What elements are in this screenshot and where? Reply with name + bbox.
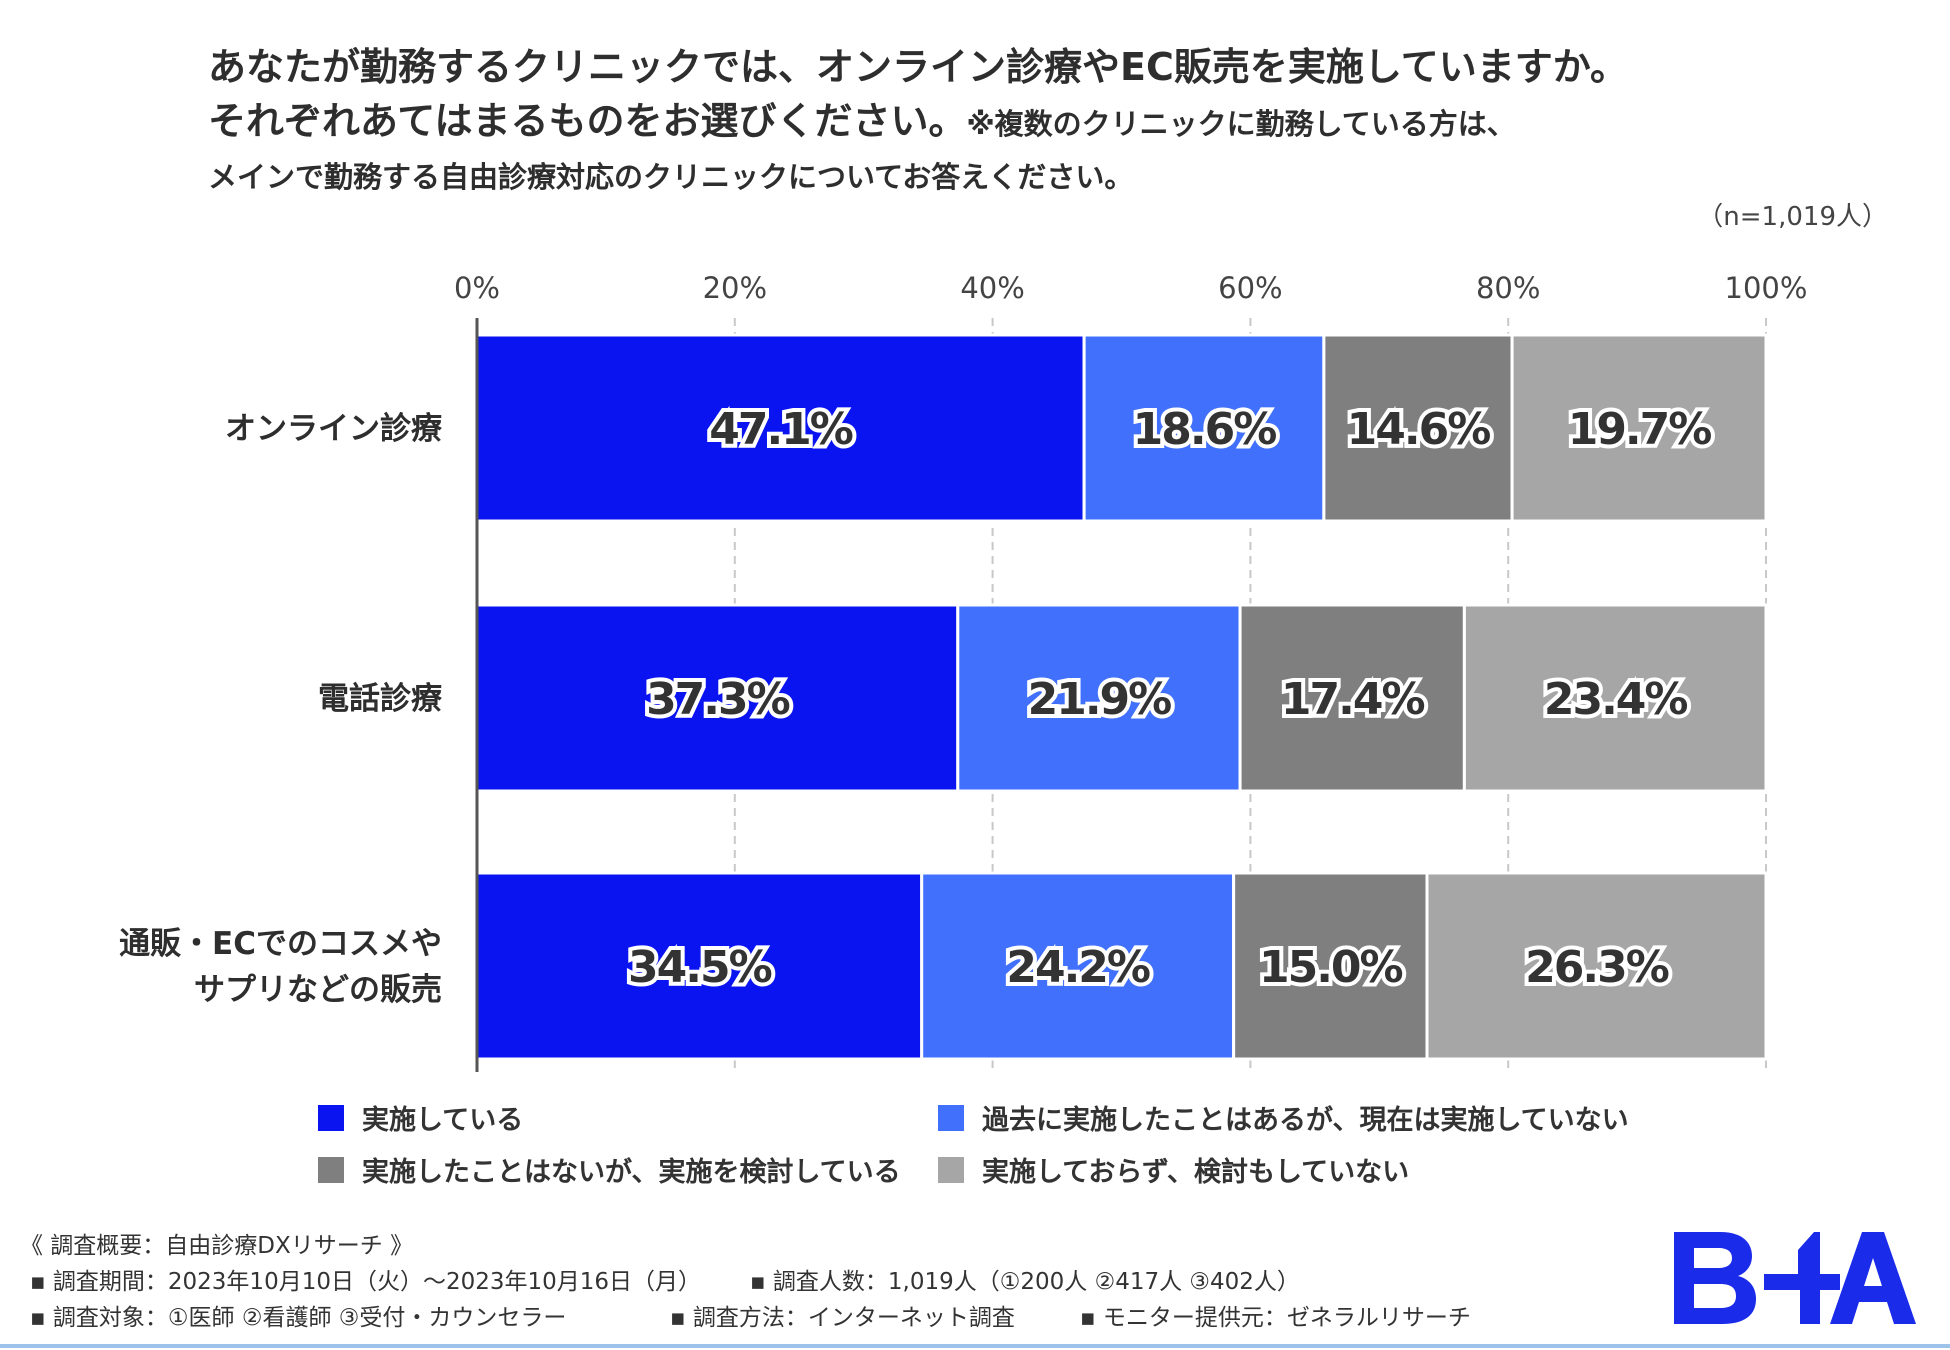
data-label: 15.0%: [1259, 942, 1403, 993]
data-label: 34.5%: [628, 942, 772, 993]
chart-title: あなたが勤務するクリニックでは、オンライン診療やEC販売を実施していますか。 そ…: [208, 40, 1908, 201]
survey-method: ▪ 調査方法：インターネット調査: [670, 1305, 1015, 1331]
title-line-2: それぞれあてはまるものをお選びください。※複数のクリニックに勤務している方は、: [208, 94, 1908, 151]
legend-swatch: [938, 1156, 964, 1183]
footer-row-1: ▪ 調査期間：2023年10月10日（火）～2023年10月16日（月） ▪ 調…: [20, 1262, 1620, 1298]
bar-segment: [956, 603, 1242, 793]
x-tick-label: 40%: [960, 271, 1024, 305]
category-label: オンライン診療: [225, 411, 442, 447]
survey-overview: 《 調査概要：自由診療DXリサーチ 》 ▪ 調査期間：2023年10月10日（火…: [20, 1226, 1620, 1334]
legend-item: 過去に実施したことはあるが、現在は実施していない: [938, 1098, 1629, 1137]
footer-row-heading: 《 調査概要：自由診療DXリサーチ 》: [20, 1226, 1620, 1262]
bar-segment: [1322, 333, 1514, 523]
bar-segment: [1232, 871, 1429, 1061]
legend-label: 過去に実施したことはあるが、現在は実施していない: [982, 1105, 1629, 1136]
bar-segment: [920, 871, 1236, 1061]
x-tick-label: 100%: [1725, 271, 1808, 305]
x-tick-label: 80%: [1476, 271, 1540, 305]
survey-respondents: ▪ 調査人数：1,019人（①200人 ②417人 ③402人）: [750, 1269, 1300, 1295]
category-label: 電話診療: [318, 681, 442, 717]
bottom-rule: [0, 1344, 1950, 1348]
bar-segment: [1238, 603, 1466, 793]
title-line-1: あなたが勤務するクリニックでは、オンライン診療やEC販売を実施していますか。: [208, 45, 1628, 89]
category-label-line: サプリなどの販売: [194, 972, 442, 1008]
title-note: ※複数のクリニックに勤務している方は、: [966, 107, 1516, 141]
stacked-bar-chart: 0% 20% 40% 60% 80% 100% 47.1% 18.6% 14.6% 19.7% オン…: [119, 271, 1808, 1072]
x-tick-label: 60%: [1218, 271, 1282, 305]
data-label: 19.7%: [1568, 404, 1712, 455]
category-label-line: 電話診療: [318, 681, 442, 717]
footer-heading: 《 調査概要：自由診療DXリサーチ 》: [20, 1233, 414, 1259]
data-label: 21.9%: [1028, 674, 1172, 725]
data-label: 26.3%: [1525, 942, 1669, 993]
category-label-line: 通販・ECでのコスメや: [119, 926, 442, 962]
bar-segment: [1425, 871, 1768, 1061]
legend-item: 実施しておらず、検討もしていない: [938, 1150, 1409, 1189]
survey-period: ▪ 調査期間：2023年10月10日（火）～2023年10月16日（月）: [30, 1269, 702, 1295]
monitor-provider: ▪ モニター提供元：ゼネラルリサーチ: [1080, 1305, 1471, 1331]
legend-swatch: [318, 1104, 344, 1131]
category-label-line: オンライン診療: [225, 411, 442, 447]
bar-segment: [1510, 333, 1768, 523]
legend-item: 実施している: [318, 1098, 523, 1137]
legend-label: 実施している: [362, 1105, 524, 1136]
legend-item: 実施したことはないが、実施を検討している: [318, 1150, 901, 1189]
title-line-3: メインで勤務する自由診療対応のクリニックについてお答えください。: [208, 160, 1134, 194]
footer-row-2: ▪ 調査対象：①医師 ②看護師 ③受付・カウンセラー ▪ 調査方法：インターネッ…: [20, 1298, 1620, 1334]
legend-label: 実施したことはないが、実施を検討している: [362, 1157, 901, 1188]
data-label: 14.6%: [1347, 404, 1491, 455]
title-line-2-main: それぞれあてはまるものをお選びください。: [208, 99, 967, 143]
company-logo: [1674, 1232, 1916, 1324]
data-label: 47.1%: [709, 404, 853, 455]
category-label: 通販・ECでのコスメやサプリなどの販売: [119, 926, 442, 1008]
sample-size: （n=1,019人）: [1697, 202, 1888, 232]
bar-segment: [475, 603, 960, 793]
data-label: 24.2%: [1006, 942, 1150, 993]
legend-swatch: [938, 1104, 964, 1131]
survey-target: ▪ 調査対象：①医師 ②看護師 ③受付・カウンセラー: [30, 1305, 567, 1331]
legend-label: 実施しておらず、検討もしていない: [982, 1157, 1410, 1188]
data-label: 18.6%: [1133, 404, 1277, 455]
bar-segment: [475, 871, 924, 1061]
legend-swatch: [318, 1156, 344, 1183]
data-label: 17.4%: [1281, 674, 1425, 725]
x-tick-label: 20%: [703, 271, 767, 305]
bar-segment: [1462, 603, 1768, 793]
data-label: 37.3%: [646, 674, 790, 725]
data-label: 23.4%: [1544, 674, 1688, 725]
x-tick-label: 0%: [454, 271, 500, 305]
